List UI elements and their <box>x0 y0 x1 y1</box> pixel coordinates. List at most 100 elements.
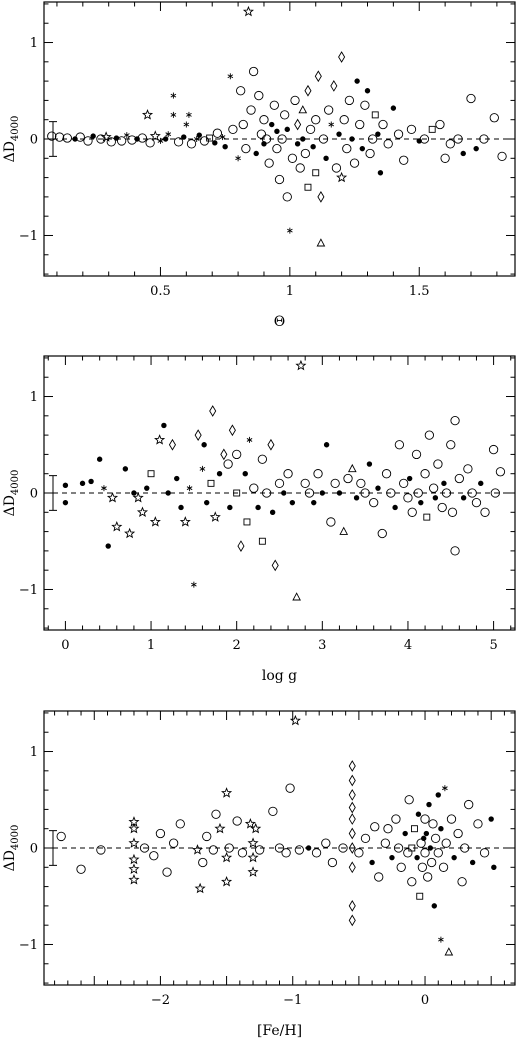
data-point-circle <box>304 488 315 498</box>
data-point-circle <box>137 133 147 143</box>
data-point-circle <box>116 136 127 146</box>
data-point-asterisk <box>186 111 192 118</box>
data-point-circle <box>420 848 430 858</box>
data-point-dot <box>105 543 111 549</box>
data-point-star <box>244 818 256 829</box>
data-point-square <box>428 125 436 133</box>
data-point-circle <box>386 488 396 498</box>
data-point-circle <box>374 872 384 882</box>
panel-logg-xtick-label: 3 <box>318 638 326 653</box>
data-point-circle <box>290 95 300 106</box>
data-point-circle <box>454 473 464 484</box>
data-point-asterisk <box>328 121 335 128</box>
y-axis-label-main: ΔD <box>2 495 18 516</box>
data-points <box>56 714 497 956</box>
data-point-circle <box>75 132 85 142</box>
data-point-asterisk <box>199 465 206 472</box>
data-point-circle <box>430 833 441 844</box>
data-point-star <box>221 787 233 798</box>
data-point-circle <box>237 848 248 858</box>
data-points <box>47 5 507 247</box>
data-point-circle <box>232 816 242 826</box>
data-point-star <box>154 434 166 445</box>
data-points <box>62 359 506 601</box>
data-point-circle <box>173 137 184 147</box>
data-point-asterisk <box>165 131 172 138</box>
data-point-asterisk <box>170 92 177 99</box>
data-point-triangle <box>444 947 454 956</box>
data-point-dot <box>414 854 420 861</box>
panel-feh-y-axis-label: ΔD4000 <box>2 825 21 872</box>
data-point-dot <box>62 482 69 488</box>
data-point-circle <box>360 100 370 110</box>
data-point-star <box>128 837 140 848</box>
data-point-square <box>258 537 266 545</box>
data-point-star <box>132 491 144 503</box>
data-point-star <box>194 882 206 894</box>
data-point-circle <box>268 806 278 816</box>
data-point-star <box>149 130 161 141</box>
data-point-circle <box>360 833 371 844</box>
panel-logg-ytick-0: 0 <box>30 487 38 502</box>
data-point-dot <box>469 859 476 866</box>
data-point-diamond <box>220 448 228 461</box>
data-point-circle <box>56 831 66 842</box>
panel-logg-xtick-label: 0 <box>61 638 69 653</box>
data-point-circle <box>331 163 342 173</box>
panel-feh-xtick-label: −2 <box>151 993 170 1008</box>
data-point-dot <box>201 442 207 448</box>
data-point-circle <box>365 148 375 159</box>
data-point-diamond <box>267 438 275 451</box>
data-point-circle <box>211 809 221 819</box>
data-point-circle <box>324 105 334 115</box>
data-point-circle <box>480 507 490 517</box>
data-point-circle <box>446 440 456 450</box>
data-point-diamond <box>348 813 356 825</box>
data-point-dot <box>269 121 275 128</box>
data-point-asterisk <box>183 121 190 128</box>
data-point-circle <box>223 459 233 469</box>
data-point-circle <box>236 86 246 96</box>
data-point-circle <box>202 831 212 842</box>
data-point-asterisk <box>186 485 193 492</box>
panel-theta-y-axis-label: ΔD4000 <box>2 116 21 163</box>
data-point-circle <box>428 819 438 829</box>
data-point-circle <box>450 415 460 426</box>
data-point-circle <box>330 478 340 489</box>
data-point-circle <box>488 444 499 455</box>
data-point-triangle <box>298 105 308 114</box>
data-point-circle <box>76 864 86 874</box>
panel-theta: −1 0 1 0.5 1 1.5 Θ ΔD4000 <box>2 1 516 330</box>
data-point-dot <box>222 144 228 150</box>
data-point-circle <box>281 848 291 858</box>
data-point-dot <box>375 131 381 137</box>
data-point-dot <box>377 170 384 176</box>
data-point-circle <box>450 546 460 556</box>
data-point-dot <box>435 792 441 798</box>
data-point-triangle <box>316 238 326 247</box>
data-point-dot <box>460 495 467 501</box>
data-point-circle <box>495 467 506 477</box>
data-point-circle <box>169 838 179 848</box>
data-point-circle <box>96 134 106 144</box>
data-point-star <box>247 866 259 877</box>
data-point-dot <box>406 475 413 482</box>
data-point-circle <box>338 843 348 853</box>
data-point-asterisk <box>157 137 164 144</box>
data-point-circle <box>238 119 248 130</box>
data-point-circle <box>256 129 267 139</box>
data-point-circle <box>407 877 417 887</box>
data-point-dot <box>204 499 210 506</box>
data-point-circle <box>318 134 329 144</box>
data-point-asterisk <box>191 581 197 588</box>
panel-theta-ytick-0: 0 <box>30 133 38 148</box>
data-point-star <box>221 851 233 863</box>
typical-error-bar <box>49 830 57 866</box>
panel-logg-xtick-label: 5 <box>489 638 497 653</box>
panel-feh-xtick-label: 0 <box>421 993 429 1008</box>
data-point-dot <box>88 478 94 485</box>
data-point-star <box>336 171 348 183</box>
panel-theta-xtick-label: 0.5 <box>150 284 171 299</box>
data-point-diamond <box>330 80 338 92</box>
data-point-star <box>289 714 301 726</box>
